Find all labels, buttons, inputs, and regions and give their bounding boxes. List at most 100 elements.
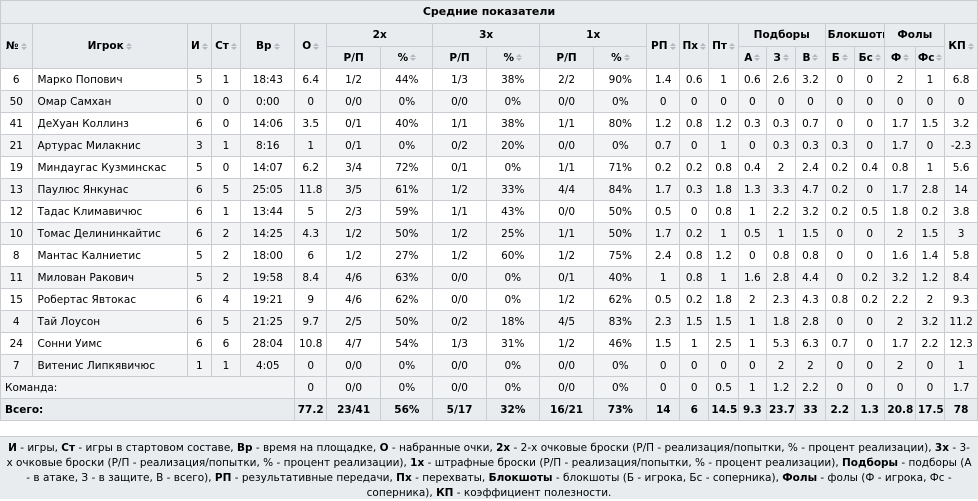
stat-cell: 0: [737, 134, 767, 157]
sort-icon: [20, 42, 27, 50]
stat-cell: 32%: [485, 398, 540, 421]
col-turnovers[interactable]: Пт: [708, 23, 739, 69]
stat-cell: 0: [853, 112, 886, 135]
col-time[interactable]: Вр: [240, 23, 296, 69]
player-name[interactable]: Милован Ракович: [31, 266, 188, 289]
stat-cell: 1.5: [914, 222, 946, 245]
col-steals[interactable]: Пх: [679, 23, 710, 69]
stat-cell: 63%: [380, 266, 434, 289]
stat-cell: 0%: [593, 134, 648, 157]
col-reb-off[interactable]: А: [737, 46, 767, 69]
col-reb-total[interactable]: В: [795, 46, 826, 69]
player-name[interactable]: ДеХуан Коллинз: [31, 112, 188, 135]
col-2x-pct[interactable]: %: [380, 46, 434, 69]
stat-cell: 1: [737, 200, 767, 223]
group-blocks: Блокшоты: [824, 23, 886, 47]
stat-cell: 0%: [485, 156, 540, 179]
sort-icon: [669, 42, 676, 50]
stat-cell: 6: [186, 310, 212, 333]
stat-cell: 0: [914, 354, 946, 377]
stat-cell: 54%: [380, 332, 434, 355]
col-blk-against[interactable]: Бс: [853, 46, 886, 69]
player-name[interactable]: Томас Делининкайтис: [31, 222, 188, 245]
table-row: 7 Витенис Липкявичюс 1 1 4:05 0 0/0 0% 0/0 0% 0/0 0…: [0, 354, 978, 377]
col-fouls[interactable]: Ф: [884, 46, 916, 69]
stat-cell: 2: [884, 68, 916, 91]
stat-cell: 0/0: [325, 90, 382, 113]
stat-cell: 0: [824, 222, 855, 245]
player-name[interactable]: Мантас Калниетис: [31, 244, 188, 267]
stat-cell: 18:43: [240, 68, 296, 91]
stat-cell: 1: [646, 266, 681, 289]
col-games[interactable]: И: [186, 23, 212, 69]
col-fouls-drawn[interactable]: Фс: [914, 46, 946, 69]
stat-cell: 0: [824, 310, 855, 333]
player-name[interactable]: Робертас Явтокас: [31, 288, 188, 311]
stat-cell: 1: [944, 354, 978, 377]
player-name[interactable]: Паулюс Янкунас: [31, 178, 188, 201]
stat-cell: 43%: [485, 200, 540, 223]
player-name[interactable]: Артурас Милакнис: [31, 134, 188, 157]
stat-cell: 56%: [380, 398, 434, 421]
col-assists[interactable]: РП: [646, 23, 681, 69]
stat-cell: 18%: [485, 310, 540, 333]
col-3x-pct[interactable]: %: [485, 46, 540, 69]
stat-cell: 0.3: [765, 112, 797, 135]
legend-description: - 3-х очковые броски (Р/П - реализация/п…: [6, 442, 970, 469]
col-num[interactable]: №: [0, 23, 33, 69]
stats-table: № Игрок И Ст Вр О 2х 3х 1х РП Пх Пт Подб…: [0, 23, 978, 421]
stat-cell: 0: [824, 266, 855, 289]
stat-cell: 0: [679, 376, 710, 399]
col-1x-pct[interactable]: %: [593, 46, 648, 69]
stat-cell: 1/2: [432, 178, 487, 201]
stat-cell: 0.7: [795, 112, 826, 135]
legend-term: Вр: [236, 442, 253, 454]
stat-cell: 61%: [380, 178, 434, 201]
player-name[interactable]: Тадас Климавичюс: [31, 200, 188, 223]
stat-cell: 1.8: [708, 288, 739, 311]
col-points[interactable]: О: [294, 23, 327, 69]
stat-cell: -2.3: [944, 134, 978, 157]
sort-icon: [903, 54, 910, 61]
stat-cell: 5.8: [944, 244, 978, 267]
sort-icon: [700, 42, 706, 50]
stat-cell: 0.2: [853, 266, 886, 289]
stat-cell: 3/4: [325, 156, 382, 179]
stat-cell: 4:05: [240, 354, 296, 377]
legend-description: - коэффициент полезности.: [453, 487, 612, 499]
stat-cell: 1/2: [325, 244, 382, 267]
stat-cell: 75%: [593, 244, 648, 267]
col-efficiency[interactable]: КП: [944, 23, 978, 69]
player-name[interactable]: Марко Попович: [31, 68, 188, 91]
stat-cell: 2: [737, 288, 767, 311]
stat-cell: 0%: [380, 376, 434, 399]
stat-cell: 16/21: [538, 398, 595, 421]
col-blk[interactable]: Б: [824, 46, 855, 69]
stat-cell: 62%: [593, 288, 648, 311]
stat-cell: 5: [186, 68, 212, 91]
player-name[interactable]: Миндаугас Кузминскас: [31, 156, 188, 179]
col-starts[interactable]: Ст: [210, 23, 242, 69]
stat-cell: 0.8: [679, 244, 710, 267]
stat-cell: 0%: [593, 354, 648, 377]
col-player[interactable]: Игрок: [31, 23, 188, 69]
stat-cell: 2.6: [765, 68, 797, 91]
stat-cell: 15: [0, 288, 33, 311]
col-reb-def[interactable]: З: [765, 46, 797, 69]
stat-cell: 0: [853, 354, 886, 377]
legend-term: Пх: [396, 472, 412, 484]
stat-cell: 1.7: [884, 332, 916, 355]
player-name[interactable]: Витенис Липкявичюс: [31, 354, 188, 377]
player-name[interactable]: Омар Самхан: [31, 90, 188, 113]
player-name[interactable]: Тай Лоусон: [31, 310, 188, 333]
legend-term: О: [379, 442, 389, 454]
stat-cell: 19:58: [240, 266, 296, 289]
stat-cell: 19:21: [240, 288, 296, 311]
stat-cell: 0: [210, 156, 242, 179]
stat-cell: 2.3: [646, 310, 681, 333]
stat-cell: 3/5: [325, 178, 382, 201]
player-name[interactable]: Сонни Уимс: [31, 332, 188, 355]
stat-cell: 1.5: [795, 222, 826, 245]
stat-cell: 0/0: [538, 354, 595, 377]
stat-cell: 14: [646, 398, 681, 421]
